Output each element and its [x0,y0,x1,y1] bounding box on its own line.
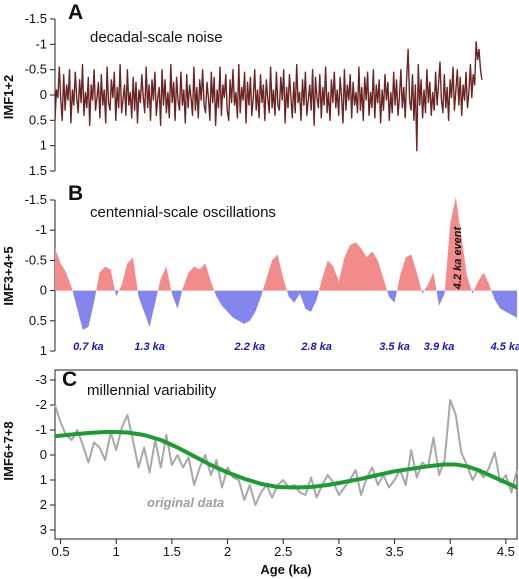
x-tick-label: 3 [335,544,342,559]
panel-b-letter: B [68,182,83,205]
event-annotation: 2.8 ka [300,341,332,353]
event-annotation: 0.7 ka [73,341,104,353]
event-annotation: 2.2 ka [234,341,266,353]
panel-c-title: millennial variability [87,382,217,399]
panel-a-y-axis: -1.5 -1 -0.5 0 0.5 1 1.5 [25,11,56,178]
y-tick-label: 0 [40,283,47,298]
series-original-line [54,399,518,506]
y-tick-label: 0 [40,87,47,102]
y-tick-label: -0.5 [25,62,47,77]
x-tick-label: 1 [113,544,120,559]
y-tick-label: -0.5 [25,252,47,267]
y-tick-label: -1 [35,36,47,51]
y-tick-label: -1.5 [25,192,47,207]
y-tick-label: -2 [35,397,47,412]
y-tick-label: 0.5 [29,313,47,328]
event-label-4-2ka: 4.2 ka event [452,225,464,290]
panel-b-plot [55,196,517,330]
y-tick-label: 3 [40,522,47,537]
y-tick-label: 1 [40,343,47,358]
decadal-noise-line [54,41,483,152]
panel-b-ylabel: IMF3+4+5 [1,246,16,305]
panel-b-y-axis: -1.5 -1 -0.5 0 0.5 1 [25,192,56,358]
panel-a: A decadal-scale noise IMF1+2 -1.5 -1 -0.5 0… [1,1,483,178]
panel-c-plot [54,399,518,506]
x-axis-title: Age (ka) [260,562,311,577]
panel-c: C millennial variability IMF6+7+8 -3 -2 -1… [1,368,518,577]
panel-b-title: centennial-scale oscillations [90,204,276,221]
x-tick-label: 3.5 [386,544,404,559]
y-tick-label: 1 [40,138,47,153]
original-data-label: original data [147,495,224,510]
panel-a-title: decadal-scale noise [90,29,223,46]
event-annotation: 3.9 ka [424,341,455,353]
y-tick-label: -1 [35,422,47,437]
y-tick-label: -3 [35,372,47,387]
positive-anomaly-area [55,196,517,291]
x-tick-label: 4.5 [497,544,515,559]
x-tick-label: 1.5 [163,544,181,559]
y-tick-label: 2 [40,497,47,512]
event-annotation: 1.3 ka [134,341,165,353]
panel-a-letter: A [68,1,83,24]
event-annotation: 4.5 ka [490,341,519,353]
panel-c-letter: C [62,368,77,391]
y-tick-label: 1.5 [29,163,47,178]
negative-anomaly-area [55,290,517,330]
panel-a-plot [54,41,483,152]
y-tick-label: 0.5 [29,112,47,127]
panel-a-ylabel: IMF1+2 [1,75,16,119]
y-tick-label: -1 [35,222,47,237]
panel-b-annotations: 0.7 ka 1.3 ka 2.2 ka 2.8 ka 3.5 ka 3.9 ka 4.5 … [73,341,519,353]
y-tick-label: -1.5 [25,11,47,26]
x-tick-label: 2 [224,544,231,559]
y-tick-label: 1 [40,472,47,487]
series-smooth-line [54,430,518,490]
y-tick-label: 0 [40,447,47,462]
x-tick-label: 0.5 [52,544,70,559]
panel-b: B centennial-scale oscillations IMF3+4+5… [1,182,519,358]
panel-c-x-axis: 0.5 1 1.5 2 2.5 3 3.5 4 4.5 [52,539,515,559]
event-annotation: 3.5 ka [379,341,410,353]
panel-c-y-axis: -3 -2 -1 0 1 2 3 [35,372,56,537]
panel-c-ylabel: IMF6+7+8 [1,421,16,480]
x-tick-label: 4 [447,544,454,559]
x-tick-label: 2.5 [274,544,292,559]
